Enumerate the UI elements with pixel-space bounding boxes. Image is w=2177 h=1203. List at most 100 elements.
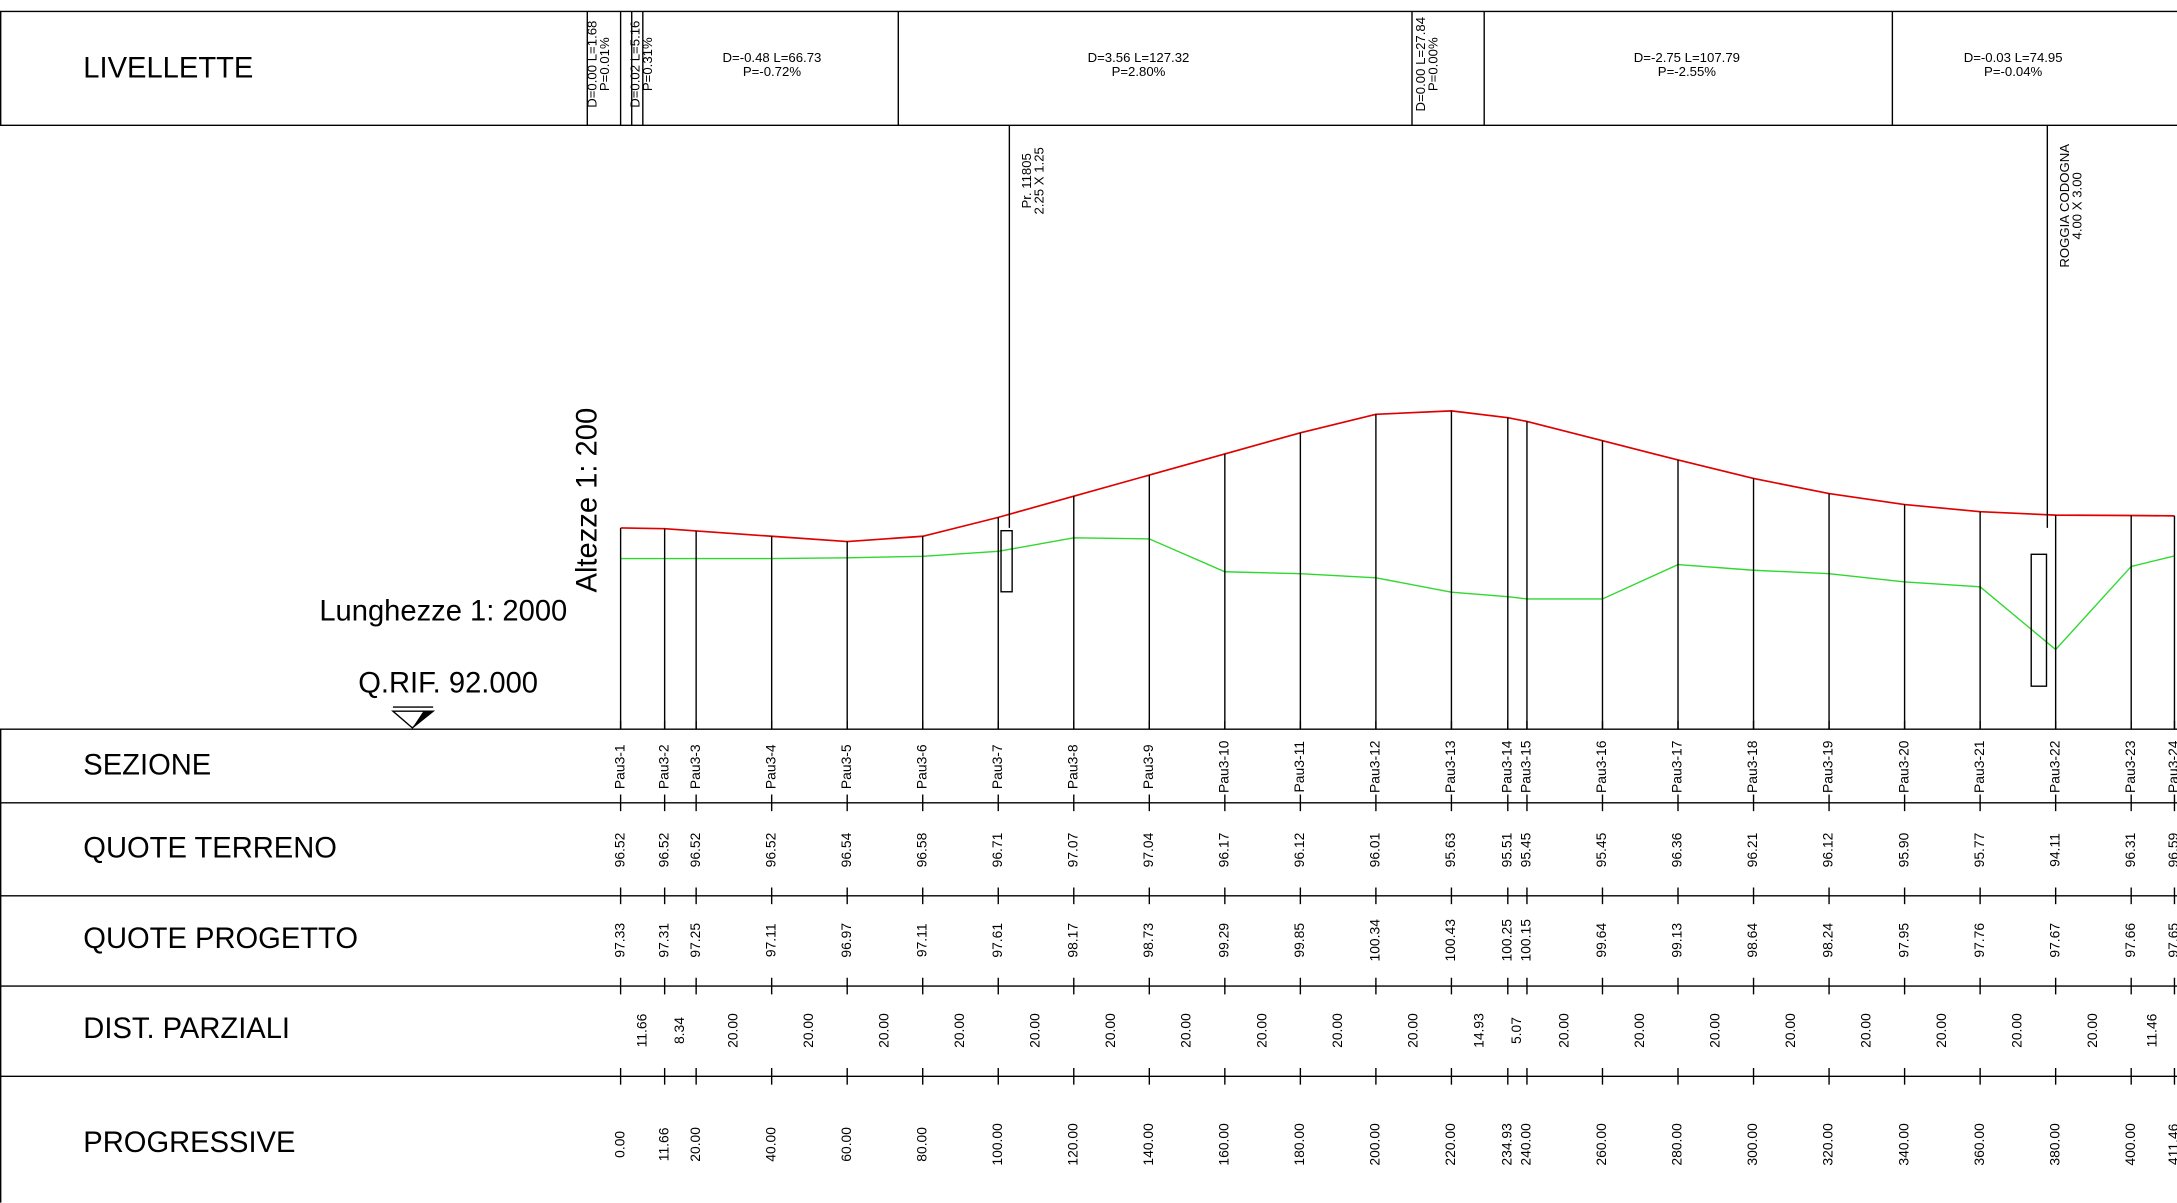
livelletta-length: D=-0.03 L=74.95 — [1964, 50, 2063, 65]
progressive-distance: 80.00 — [913, 1127, 929, 1162]
section-name: Pau3-17 — [1669, 740, 1685, 793]
progressive-distance: 300.00 — [1744, 1123, 1760, 1166]
progressive-distance: 411.46 — [2165, 1123, 2177, 1165]
section-name: Pau3-24 — [2165, 740, 2177, 793]
section-name: Pau3-11 — [1291, 741, 1307, 793]
partial-distance: 20.00 — [1858, 1013, 1874, 1048]
design-elevation: 97.33 — [611, 923, 627, 958]
progressive-distance: 360.00 — [1971, 1123, 1987, 1166]
design-elevation: 97.65 — [2165, 923, 2177, 958]
design-elevation: 97.61 — [989, 923, 1005, 958]
design-elevation: 98.64 — [1744, 923, 1760, 958]
design-elevation: 97.66 — [2122, 923, 2138, 958]
progressive-distance: 140.00 — [1140, 1123, 1156, 1166]
partial-distance: 20.00 — [2009, 1013, 2025, 1048]
design-elevation: 98.73 — [1140, 923, 1156, 958]
partial-distance: 20.00 — [1782, 1013, 1798, 1048]
progressive-distance: 234.93 — [1498, 1123, 1514, 1166]
ground-elevation: 95.51 — [1498, 832, 1514, 867]
structure-size: 4.00 X 3.00 — [2069, 172, 2084, 239]
livelletta-slope: P=0.01% — [597, 37, 612, 91]
section-name: Pau3-14 — [1498, 740, 1514, 793]
ground-elevation: 96.12 — [1291, 832, 1307, 867]
ground-elevation: 96.54 — [838, 832, 854, 867]
progressive-distance: 100.00 — [989, 1123, 1005, 1166]
design-elevation: 98.24 — [1820, 923, 1836, 958]
ground-elevation: 96.52 — [611, 832, 627, 867]
design-elevation: 100.43 — [1442, 919, 1458, 962]
partial-distance: 20.00 — [1631, 1013, 1647, 1048]
ground-elevation: 96.52 — [655, 832, 671, 867]
design-elevation: 97.25 — [687, 923, 703, 958]
partial-distance: 20.00 — [876, 1013, 892, 1048]
design-elevation: 98.17 — [1064, 923, 1080, 958]
progressive-distance: 160.00 — [1216, 1123, 1232, 1166]
ground-elevation: 96.58 — [913, 832, 929, 867]
livelletta-length: D=3.56 L=127.32 — [1088, 50, 1190, 65]
ground-elevation: 97.04 — [1140, 832, 1156, 867]
row-label: DIST. PARZIALI — [83, 1013, 290, 1045]
livelletta-length: D=0.02 L=5.16 — [627, 21, 642, 108]
partial-distance: 11.46 — [2143, 1013, 2159, 1047]
section-name: Pau3-13 — [1442, 740, 1458, 793]
partial-distance: 20.00 — [2084, 1013, 2100, 1048]
structure-name: ROGGIA CODOGNA — [2057, 144, 2072, 268]
livelletta-slope: P=2.80% — [1112, 64, 1166, 79]
progressive-distance: 240.00 — [1518, 1123, 1534, 1166]
progressive-distance: 60.00 — [838, 1127, 854, 1162]
progressive-distance: 11.66 — [655, 1127, 671, 1161]
partial-distance: 20.00 — [1706, 1013, 1722, 1048]
row-label: PROGRESSIVE — [83, 1127, 295, 1159]
livelletta-slope: P=-0.04% — [1984, 64, 2043, 79]
partial-distance: 20.00 — [1555, 1013, 1571, 1048]
progressive-distance: 280.00 — [1669, 1123, 1685, 1166]
progressive-distance: 200.00 — [1367, 1123, 1383, 1166]
structure-name: Pr. 11805 — [1019, 153, 1034, 208]
partial-distance: 20.00 — [725, 1013, 741, 1048]
design-elevation: 100.15 — [1518, 919, 1534, 962]
partial-distance: 20.00 — [800, 1013, 816, 1048]
ground-profile — [620, 537, 2175, 651]
section-name: Pau3-22 — [2046, 740, 2062, 793]
livellette-title: LIVELLETTE — [83, 52, 253, 84]
livelletta-length: D=0.00 L=1.68 — [584, 21, 599, 108]
section-name: Pau3-7 — [989, 744, 1005, 789]
section-name: Pau3-16 — [1593, 740, 1609, 793]
section-name: Pau3-19 — [1820, 740, 1836, 793]
design-elevation: 97.67 — [2046, 923, 2062, 958]
progressive-distance: 0.00 — [611, 1131, 627, 1158]
ground-elevation: 95.90 — [1895, 832, 1911, 867]
partial-distance: 20.00 — [1404, 1013, 1420, 1048]
livelletta-slope: P=0.00% — [1426, 37, 1441, 91]
section-name: Pau3-10 — [1216, 740, 1232, 793]
livelletta-length: D=0.00 L=27.84 — [1413, 17, 1428, 111]
structure-size: 2.25 X 1.25 — [1031, 147, 1046, 214]
section-name: Pau3-6 — [913, 744, 929, 789]
design-elevation: 97.11 — [913, 923, 929, 957]
partial-distance: 20.00 — [1253, 1013, 1269, 1048]
partial-distance: 20.00 — [1329, 1013, 1345, 1048]
design-elevation: 97.31 — [655, 923, 671, 958]
culvert — [1000, 529, 1013, 593]
vertical-scale: Altezze 1: 200 — [571, 408, 603, 593]
section-name: Pau3-1 — [611, 744, 627, 789]
design-elevation: 96.97 — [838, 923, 854, 958]
design-elevation: 99.29 — [1216, 923, 1232, 958]
progressive-distance: 400.00 — [2122, 1123, 2138, 1166]
progressive-distance: 340.00 — [1895, 1123, 1911, 1166]
progressive-distance: 180.00 — [1291, 1123, 1307, 1166]
partial-distance: 20.00 — [1027, 1013, 1043, 1048]
progressive-distance: 20.00 — [687, 1127, 703, 1162]
section-name: Pau3-4 — [762, 744, 778, 789]
section-name: Pau3-15 — [1518, 740, 1534, 793]
ground-elevation: 96.21 — [1744, 832, 1760, 867]
partial-distance: 20.00 — [951, 1013, 967, 1048]
livelletta-slope: P=-2.55% — [1658, 64, 1717, 79]
ground-elevation: 97.07 — [1064, 832, 1080, 867]
ground-elevation: 96.71 — [989, 832, 1005, 867]
horizontal-scale: Lunghezze 1: 2000 — [319, 595, 567, 627]
livelletta-slope: P=0.31% — [640, 37, 655, 91]
partial-distance: 20.00 — [1933, 1013, 1949, 1048]
ground-elevation: 96.52 — [687, 832, 703, 867]
